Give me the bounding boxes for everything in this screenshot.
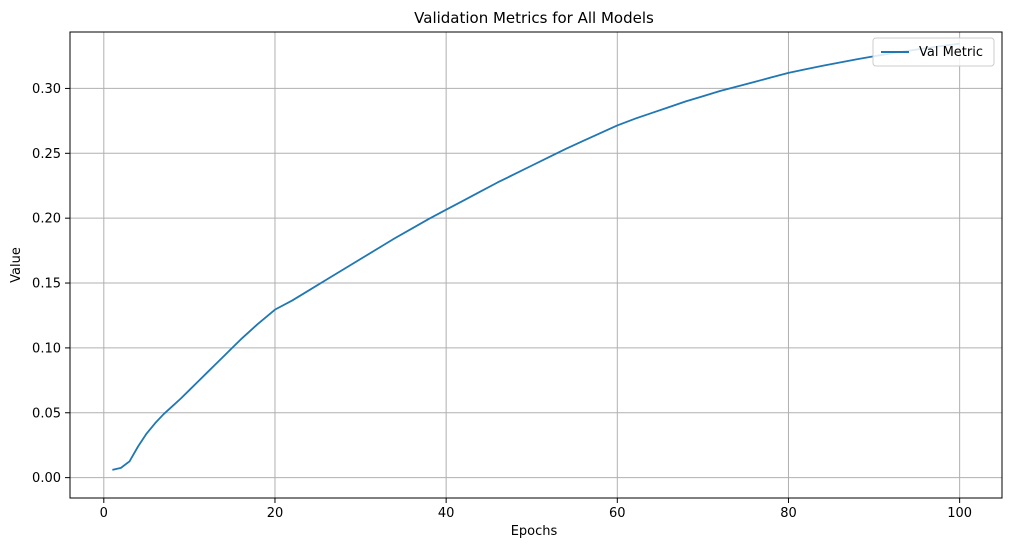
x-tick-label: 60: [609, 506, 626, 521]
tick-layer: 0 20 40 60 80 100 0.00 0.05 0.10 0.15 0.20 0.25 0.30: [32, 82, 972, 521]
x-tick-label: 0: [100, 506, 108, 521]
legend: Val Metric: [872, 37, 995, 67]
x-axis-title: Epochs: [511, 524, 558, 539]
plot-frame: [69, 31, 1003, 499]
y-tick-label: 0.00: [32, 471, 61, 486]
x-tick-label: 80: [780, 506, 797, 521]
y-tick-label: 0.05: [32, 406, 61, 421]
x-tick-label: 20: [267, 506, 284, 521]
x-tick-label: 100: [947, 506, 972, 521]
y-tick-label: 0.30: [32, 82, 61, 97]
series-line-val-metric: [112, 42, 960, 471]
y-tick-label: 0.25: [32, 147, 61, 162]
y-axis-title: Value: [9, 247, 24, 283]
legend-box: [872, 37, 995, 67]
chart-title: Validation Metrics for All Models: [414, 9, 654, 27]
x-tick-label: 40: [438, 506, 455, 521]
y-tick-label: 0.15: [32, 277, 61, 292]
series-layer: [112, 42, 960, 471]
y-tick-label: 0.20: [32, 212, 61, 227]
grid-layer: [70, 32, 1002, 498]
y-tick-label: 0.10: [32, 341, 61, 356]
legend-label: Val Metric: [919, 45, 983, 60]
